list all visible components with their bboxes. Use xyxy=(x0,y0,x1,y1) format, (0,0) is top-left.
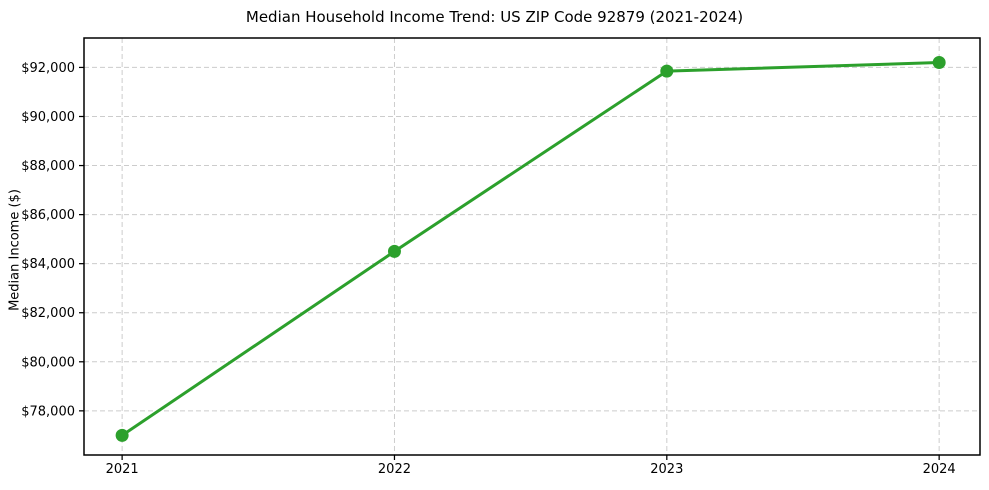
y-tick-label: $88,000 xyxy=(21,159,75,174)
y-tick-label: $78,000 xyxy=(21,404,75,419)
plot-border xyxy=(83,37,981,456)
y-tick-label: $82,000 xyxy=(21,306,75,321)
data-point xyxy=(660,64,674,78)
y-axis-label: Median Income ($) xyxy=(7,189,23,311)
x-tick-label: 2024 xyxy=(923,462,956,477)
chart-title: Median Household Income Trend: US ZIP Co… xyxy=(245,8,744,26)
x-tick-label: 2022 xyxy=(378,462,411,477)
data-point xyxy=(932,56,946,70)
data-point xyxy=(115,428,129,442)
data-line xyxy=(120,61,941,437)
y-tick-label: $92,000 xyxy=(21,61,75,76)
y-tick-label: $80,000 xyxy=(21,355,75,370)
data-point xyxy=(387,244,401,258)
y-tick-label: $84,000 xyxy=(21,257,75,272)
y-tick-label: $86,000 xyxy=(21,208,75,223)
x-tick-label: 2023 xyxy=(650,462,683,477)
x-tick-label: 2021 xyxy=(106,462,139,477)
y-tick-label: $90,000 xyxy=(21,110,75,125)
